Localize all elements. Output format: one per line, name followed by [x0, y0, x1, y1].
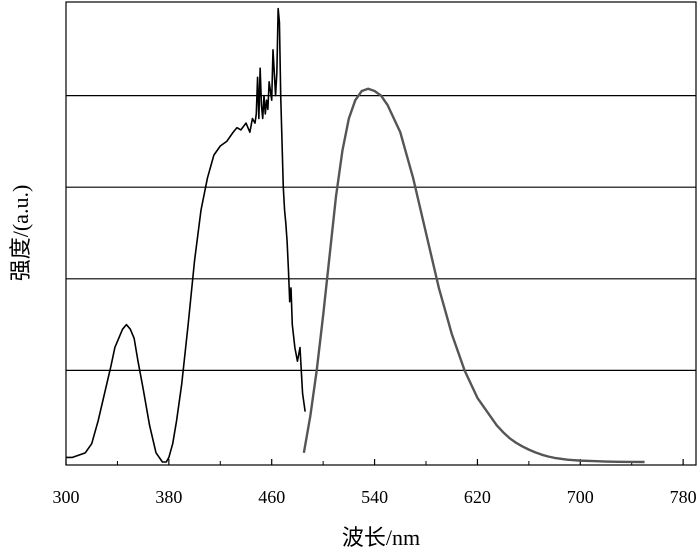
x-tick-label: 460	[258, 487, 285, 507]
y-axis-label: 强度/(a.u.)	[8, 185, 33, 282]
series-layer	[66, 7, 645, 464]
emission-spectrum-line	[302, 87, 645, 464]
x-axis-ticks: 300 380 460 540 620 700 780	[53, 459, 697, 507]
x-tick-label: 780	[670, 487, 697, 507]
x-tick-label: 700	[567, 487, 594, 507]
x-tick-label: 540	[361, 487, 388, 507]
x-tick-label: 620	[464, 487, 491, 507]
excitation-spectrum-line	[66, 7, 306, 463]
x-tick-label: 380	[155, 487, 182, 507]
grid-lines	[66, 94, 696, 371]
plot-frame	[65, 1, 697, 466]
x-axis-label: 波长/nm	[342, 525, 420, 550]
x-tick-label: 300	[53, 487, 80, 507]
